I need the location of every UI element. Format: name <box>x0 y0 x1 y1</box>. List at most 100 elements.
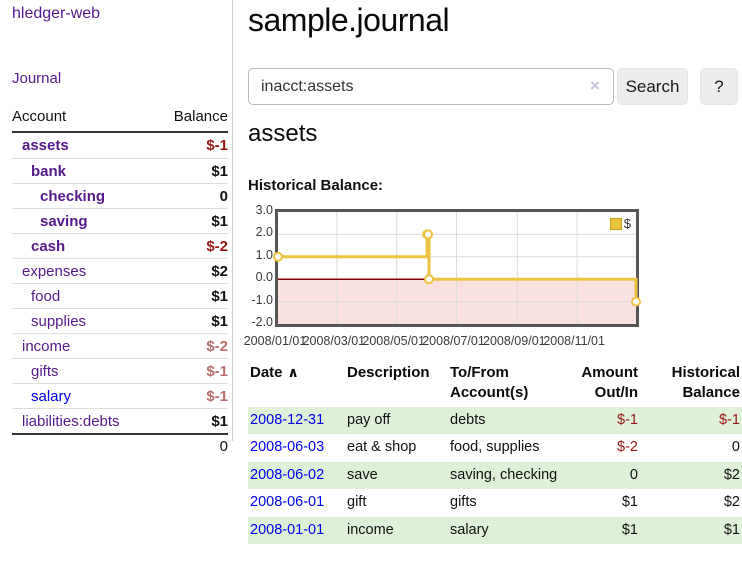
account-balance: $-2 <box>206 237 228 255</box>
search-button[interactable]: Search <box>617 68 688 105</box>
cell-balance: $2 <box>723 466 740 483</box>
cell-account: saving, checking <box>450 466 558 483</box>
legend-label: $ <box>623 216 631 231</box>
accounts-table-header: Account Balance <box>12 106 228 133</box>
cell-description: eat & shop <box>347 439 417 456</box>
cell-date: 2008-12-31 <box>248 407 345 435</box>
cell-date: 2008-06-03 <box>248 434 345 462</box>
account-balance: $2 <box>211 262 228 280</box>
register-row: 2008-06-02 save saving, checking 0 $2 <box>248 461 742 490</box>
account-balance: $1 <box>211 287 228 305</box>
account-link-checking[interactable]: checking <box>40 187 106 205</box>
account-balance: $1 <box>211 312 228 330</box>
account-row: gifts $-1 <box>12 358 228 383</box>
cell-account: food, supplies <box>450 439 540 456</box>
account-column-header: Account <box>12 108 67 125</box>
account-link-food[interactable]: food <box>31 287 61 305</box>
chart-canvas <box>273 212 641 324</box>
chart-plot-area: $ <box>273 209 641 327</box>
x-axis-tick-label: 2008/11/01 <box>543 334 605 348</box>
col-header-account: To/From Account(s) <box>450 364 529 402</box>
cell-description: income <box>347 521 394 538</box>
account-balance: $-2 <box>206 337 228 355</box>
transaction-date-link[interactable]: 2008-06-02 <box>250 466 325 483</box>
account-heading: assets <box>248 120 318 147</box>
sort-ascending-icon: ∧ <box>287 364 299 380</box>
register-row: 2008-12-31 pay off debts $-1 $-1 <box>248 406 742 435</box>
y-axis-tick-label: -2.0 <box>251 315 273 329</box>
cell-amount: $-1 <box>617 411 638 428</box>
clear-search-icon[interactable]: × <box>590 76 600 95</box>
transaction-date-link[interactable]: 2008-06-03 <box>250 439 325 456</box>
cell-date: 2008-06-01 <box>248 489 345 517</box>
account-link-supplies[interactable]: supplies <box>31 312 87 330</box>
y-axis-tick-label: 0.0 <box>255 270 273 285</box>
x-axis-tick-label: 2008/01/01 <box>243 334 307 348</box>
cell-amount: 0 <box>629 466 638 483</box>
register-row: 2008-01-01 income salary $1 $1 <box>248 516 742 545</box>
x-axis-tick-label: 2008/03/01 <box>302 334 366 348</box>
account-link-saving[interactable]: saving <box>40 212 88 230</box>
account-row: supplies $1 <box>12 308 228 333</box>
account-balance: 0 <box>219 187 228 205</box>
cell-description: pay off <box>347 411 391 428</box>
x-axis-tick-label: 2008/05/01 <box>362 334 425 348</box>
cell-balance: $-1 <box>719 411 740 428</box>
search-bar: × Search ? <box>248 68 742 105</box>
accounts-list: assets $-1 bank $1 checking 0 saving $1 cash $-2 e… <box>12 133 228 433</box>
account-link-gifts[interactable]: gifts <box>31 362 59 380</box>
historical-balance-chart: $ 3.0 2.0 1.0 0.0 -1.0 -2.0 2008/01/01 2008/03/… <box>244 203 708 348</box>
cell-description: gift <box>347 494 367 511</box>
register-row: 2008-06-01 gift gifts $1 $2 <box>248 489 742 517</box>
account-link-salary[interactable]: salary <box>31 387 72 405</box>
app-title-link[interactable]: hledger-web <box>12 5 101 22</box>
col-header-date[interactable]: Date ∧ <box>250 364 299 381</box>
accounts-total-value: 0 <box>219 438 228 455</box>
cell-description: save <box>347 466 378 483</box>
account-link-bank[interactable]: bank <box>31 162 67 180</box>
help-button[interactable]: ? <box>700 68 738 105</box>
balance-column-header: Balance <box>173 108 228 125</box>
account-link-cash[interactable]: cash <box>31 237 66 255</box>
account-link-expenses[interactable]: expenses <box>22 262 87 280</box>
y-axis-tick-label: 1.0 <box>255 247 273 262</box>
account-balance: $1 <box>211 162 228 180</box>
y-axis-tick-label: -1.0 <box>251 292 273 307</box>
sidebar-item-journal[interactable]: Journal <box>12 70 62 87</box>
account-balance: $1 <box>211 212 228 230</box>
account-row: assets $-1 <box>12 133 228 158</box>
register-row: 2008-06-03 eat & shop food, supplies $-2 0 <box>248 434 742 462</box>
y-axis-tick-label: 3.0 <box>255 203 273 217</box>
transaction-date-link[interactable]: 2008-06-01 <box>250 494 325 511</box>
sidebar: hledger-web Journal Account Balance asse… <box>0 0 233 455</box>
account-row: saving $1 <box>12 208 228 233</box>
main-content: sample.journal × Search ? assets Histori… <box>244 0 742 582</box>
account-balance: $-1 <box>206 362 228 380</box>
account-link-liabilities-debts[interactable]: liabilities:debts <box>22 412 120 430</box>
register-header-row: Date ∧ Description To/From Account(s) Amo… <box>248 360 742 407</box>
cell-amount: $1 <box>621 494 638 511</box>
account-row: cash $-2 <box>12 233 228 258</box>
account-link-income[interactable]: income <box>22 337 71 355</box>
accounts-table: Account Balance assets $-1 bank $1 checking 0… <box>12 106 228 458</box>
col-header-balance: Historical Balance <box>671 364 740 402</box>
account-balance: $-1 <box>206 387 228 405</box>
transaction-date-link[interactable]: 2008-12-31 <box>250 411 325 428</box>
account-row: liabilities:debts $1 <box>12 408 228 433</box>
cell-balance: $2 <box>723 494 740 511</box>
account-row: income $-2 <box>12 333 228 358</box>
x-axis-tick-label: 2008/07/01 <box>422 334 485 348</box>
account-balance: $1 <box>211 412 228 430</box>
account-row: salary $-1 <box>12 383 228 408</box>
cell-balance: $1 <box>723 521 740 538</box>
account-link-assets[interactable]: assets <box>22 137 69 154</box>
search-input[interactable] <box>248 68 614 105</box>
legend-swatch-icon <box>609 217 622 230</box>
page-title: sample.journal <box>248 2 450 38</box>
account-row: food $1 <box>12 283 228 308</box>
y-axis-tick-label: 2.0 <box>255 225 273 240</box>
chart-title: Historical Balance: <box>248 177 384 194</box>
cell-date: 2008-06-02 <box>248 462 345 490</box>
x-axis-tick-label: 2008/09/01 <box>483 334 546 348</box>
transaction-date-link[interactable]: 2008-01-01 <box>250 521 325 538</box>
